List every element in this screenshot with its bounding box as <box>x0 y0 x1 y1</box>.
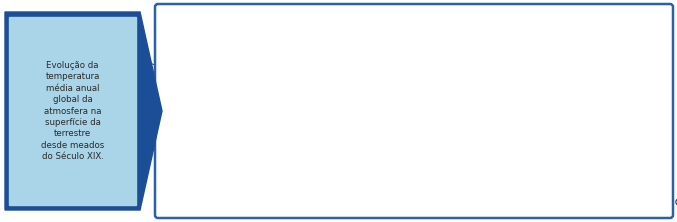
FancyBboxPatch shape <box>155 4 673 218</box>
Polygon shape <box>9 17 136 205</box>
Text: Anos: Anos <box>662 197 677 207</box>
Polygon shape <box>5 12 162 210</box>
Text: Evolução da
temperatura
média anual
global da
atmosfera na
superfície da
terrest: Evolução da temperatura média anual glob… <box>41 61 104 161</box>
Y-axis label: 1961-1990 (C°): 1961-1990 (C°) <box>146 61 156 136</box>
